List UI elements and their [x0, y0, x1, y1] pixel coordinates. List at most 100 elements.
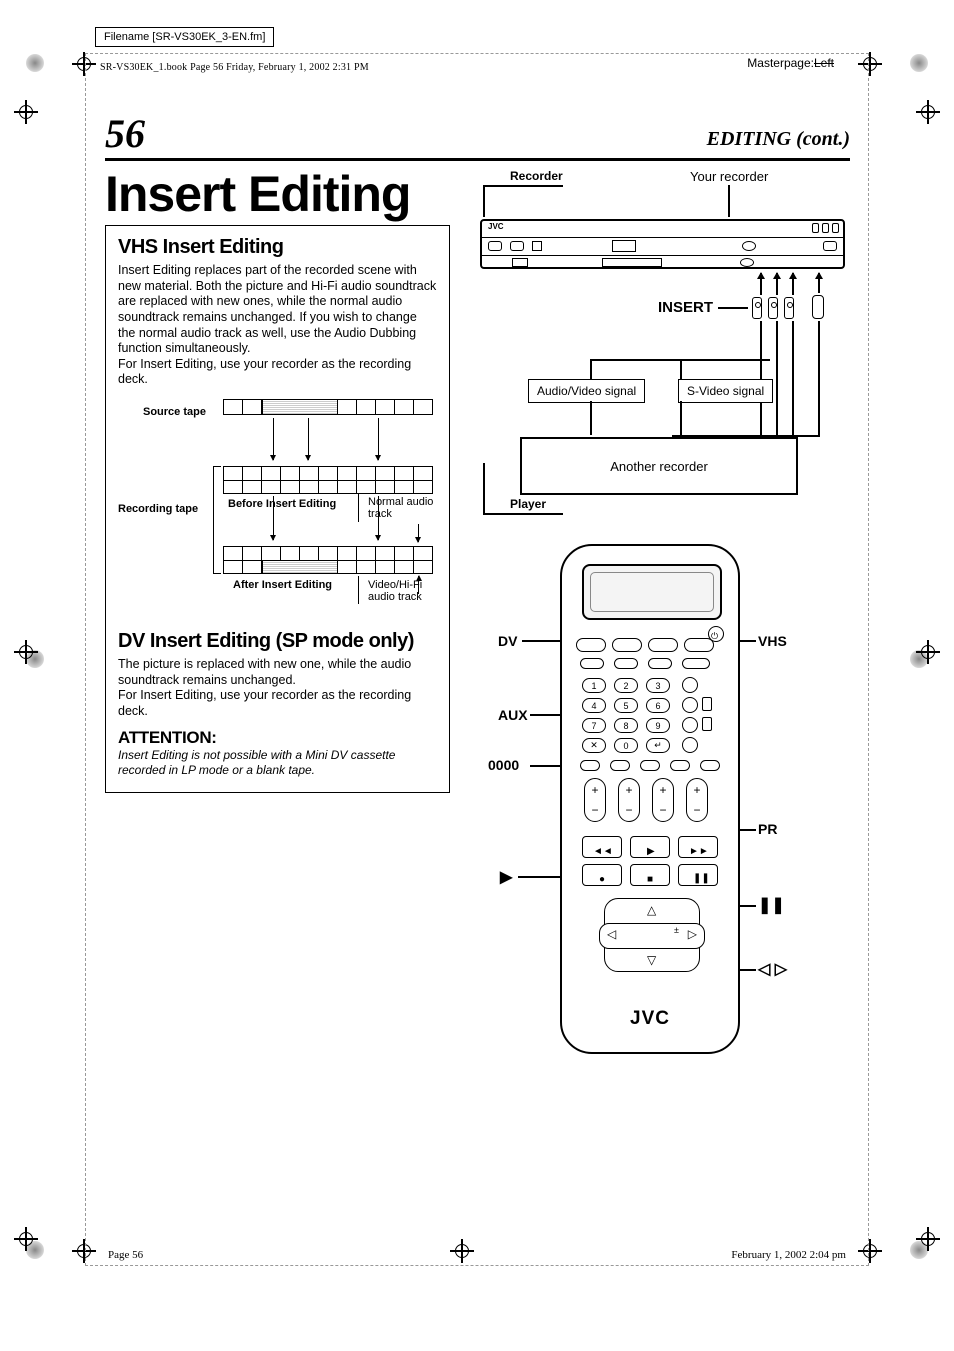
wire — [792, 321, 794, 435]
vhs-label: VHS — [758, 633, 787, 649]
record-button[interactable]: ● — [582, 864, 622, 886]
wire — [760, 321, 762, 435]
small-button[interactable] — [580, 760, 600, 771]
footer-page: Page 56 — [108, 1249, 143, 1261]
registration-mark — [14, 100, 38, 124]
registration-mark — [916, 640, 940, 664]
registration-mark — [14, 1227, 38, 1251]
small-button[interactable] — [670, 760, 690, 771]
small-button[interactable] — [580, 658, 604, 669]
recording-tape-label: Recording tape — [118, 503, 198, 515]
side-tab[interactable] — [702, 697, 712, 711]
pr-label: PR — [758, 821, 777, 837]
volume-button[interactable]: +− — [584, 778, 606, 822]
side-button[interactable] — [682, 717, 698, 733]
page-content: 56 EDITING (cont.) Insert Editing VHS In… — [105, 110, 850, 1069]
wire — [776, 273, 778, 295]
attention-head: ATTENTION: — [118, 728, 437, 748]
numpad-5[interactable]: 5 — [614, 698, 638, 713]
footer-date: February 1, 2002 2:04 pm — [731, 1249, 846, 1261]
dv-button[interactable] — [576, 638, 606, 652]
wire — [776, 321, 778, 435]
numpad-6[interactable]: 6 — [646, 698, 670, 713]
registration-mark — [14, 640, 38, 664]
before-label: Before Insert Editing — [228, 498, 336, 510]
numpad-8[interactable]: 8 — [614, 718, 638, 733]
jvc-small-logo: JVC — [488, 222, 504, 231]
section-title: EDITING (cont.) — [707, 128, 850, 151]
numpad-0[interactable]: 0 — [614, 738, 638, 753]
jvc-logo: JVC — [562, 1008, 738, 1030]
play-button[interactable]: ▶ — [630, 836, 670, 858]
jack-group-av — [752, 297, 794, 319]
separator — [358, 576, 359, 604]
corner-dot — [26, 54, 44, 72]
small-button[interactable] — [610, 760, 630, 771]
numpad-1[interactable]: 1 — [582, 678, 606, 693]
left-column: Insert Editing VHS Insert Editing Insert… — [105, 169, 450, 1069]
after-tape-strip — [223, 546, 433, 574]
rewind-button[interactable]: ◄◄ — [582, 836, 622, 858]
ffwd-button[interactable]: ►► — [678, 836, 718, 858]
jack-group-sv — [812, 295, 824, 319]
small-button[interactable] — [614, 658, 638, 669]
mode-button-2[interactable] — [648, 638, 678, 652]
av-signal-box: Audio/Video signal — [528, 379, 645, 403]
after-label: After Insert Editing — [233, 579, 332, 591]
numpad-4[interactable]: 4 — [582, 698, 606, 713]
video-hifi-label: Video/Hi-Fi audio track — [368, 579, 443, 603]
side-button[interactable] — [682, 737, 698, 753]
attention-body: Insert Editing is not possible with a Mi… — [118, 748, 437, 778]
before-tape-strip — [223, 466, 433, 494]
volume-button[interactable]: +− — [652, 778, 674, 822]
insert-label: INSERT — [658, 299, 713, 316]
side-button[interactable] — [682, 677, 698, 693]
wire — [818, 273, 820, 293]
source-tape-label: Source tape — [143, 406, 206, 418]
bracket-icon — [213, 466, 221, 574]
small-button[interactable] — [640, 760, 660, 771]
enter-button[interactable]: ↵ — [646, 738, 670, 753]
cancel-button[interactable]: ✕ — [582, 738, 606, 753]
dv-label: DV — [498, 633, 517, 649]
aux-button[interactable] — [682, 697, 698, 713]
zero-label: 0000 — [488, 757, 519, 773]
main-title: Insert Editing — [105, 169, 450, 219]
title-rule — [105, 158, 850, 161]
vhs-subhead: VHS Insert Editing — [118, 236, 437, 259]
stop-button[interactable]: ■ — [630, 864, 670, 886]
another-recorder-box: Another recorder — [520, 437, 798, 495]
volume-button[interactable]: +− — [618, 778, 640, 822]
side-tab[interactable] — [702, 717, 712, 731]
small-button[interactable] — [700, 760, 720, 771]
jack-icon — [784, 297, 794, 319]
dpad[interactable]: △ ▽ ◁ ▷ ± — [604, 898, 700, 972]
masterpage-label: Masterpage:Left — [747, 56, 834, 70]
vcr-illustration: JVC — [480, 219, 845, 269]
wire — [818, 321, 820, 435]
masterpage-prefix: Masterpage: — [747, 56, 814, 70]
arrow-icon — [418, 576, 419, 594]
numpad-7[interactable]: 7 — [582, 718, 606, 733]
numpad-9[interactable]: 9 — [646, 718, 670, 733]
vhs-button[interactable] — [684, 638, 714, 652]
small-button[interactable] — [682, 658, 710, 669]
mode-button-1[interactable] — [612, 638, 642, 652]
right-column: Recorder Your recorder JVC — [480, 169, 850, 1069]
pr-button[interactable]: +− — [686, 778, 708, 822]
registration-mark — [916, 1227, 940, 1251]
play-symbol: ▶ — [500, 867, 512, 887]
jack-icon — [768, 297, 778, 319]
jack-icon — [752, 297, 762, 319]
remote-body: ⏻ 1 2 3 4 5 — [560, 544, 740, 1054]
vhs-body: Insert Editing replaces part of the reco… — [118, 263, 437, 388]
leader-line — [718, 307, 748, 309]
small-button[interactable] — [648, 658, 672, 669]
wire — [760, 273, 762, 295]
numpad-3[interactable]: 3 — [646, 678, 670, 693]
tape-diagram: Source tape Before Insert Editing Normal… — [118, 396, 443, 616]
pause-button[interactable]: ❚❚ — [678, 864, 718, 886]
numpad-2[interactable]: 2 — [614, 678, 638, 693]
wire — [792, 273, 794, 295]
pause-symbol: ❚❚ — [758, 895, 785, 915]
